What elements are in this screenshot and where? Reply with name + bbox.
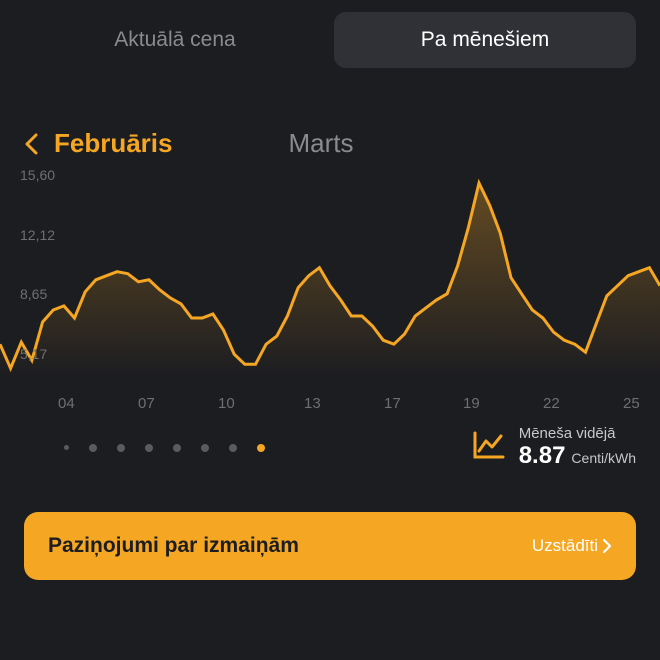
price-chart: 15,60 12,12 8,65 5,17 0407101317192225 [0, 167, 660, 407]
pagination-dot[interactable] [64, 445, 69, 450]
tabs: Aktuālā cena Pa mēnešiem [0, 0, 660, 88]
pagination-dot[interactable] [201, 444, 209, 452]
x-label: 22 [543, 395, 560, 412]
notifications-label: Paziņojumi par izmaiņām [48, 534, 299, 558]
monthly-average: Mēneša vidējā 8.87 Centi/kWh [473, 425, 636, 470]
x-label: 13 [304, 395, 321, 412]
notifications-button[interactable]: Paziņojumi par izmaiņām Uzstādīti [24, 512, 636, 580]
average-unit: Centi/kWh [571, 450, 636, 466]
tab-monthly[interactable]: Pa mēnešiem [334, 12, 636, 68]
footer-row: Mēneša vidējā 8.87 Centi/kWh [0, 407, 660, 470]
x-label: 07 [138, 395, 155, 412]
x-label: 19 [463, 395, 480, 412]
y-label: 12,12 [20, 227, 55, 243]
chevron-right-icon [602, 538, 612, 554]
notifications-action-text: Uzstādīti [532, 536, 598, 556]
y-label: 8,65 [20, 286, 55, 302]
y-label: 5,17 [20, 346, 55, 362]
chart-line-icon [473, 431, 505, 464]
pagination-dot[interactable] [145, 444, 153, 452]
average-value: 8.87 [519, 442, 566, 470]
month-nav: Februāris Marts [0, 88, 660, 167]
y-label: 15,60 [20, 167, 55, 183]
x-label: 25 [623, 395, 640, 412]
pagination-dot[interactable] [89, 444, 97, 452]
month-next-label[interactable]: Marts [289, 128, 354, 159]
x-label: 17 [384, 395, 401, 412]
month-current-label: Februāris [54, 128, 173, 159]
notifications-action: Uzstādīti [532, 536, 612, 556]
tab-current-price[interactable]: Aktuālā cena [24, 12, 326, 68]
pagination-dots[interactable] [24, 444, 265, 452]
pagination-dot[interactable] [257, 444, 265, 452]
x-label: 10 [218, 395, 235, 412]
x-label: 04 [58, 395, 75, 412]
pagination-dot[interactable] [117, 444, 125, 452]
pagination-dot[interactable] [229, 444, 237, 452]
chevron-left-icon[interactable] [24, 133, 38, 155]
pagination-dot[interactable] [173, 444, 181, 452]
chart-svg [0, 167, 660, 377]
y-axis-labels: 15,60 12,12 8,65 5,17 [20, 167, 55, 362]
average-label: Mēneša vidējā [519, 425, 636, 442]
